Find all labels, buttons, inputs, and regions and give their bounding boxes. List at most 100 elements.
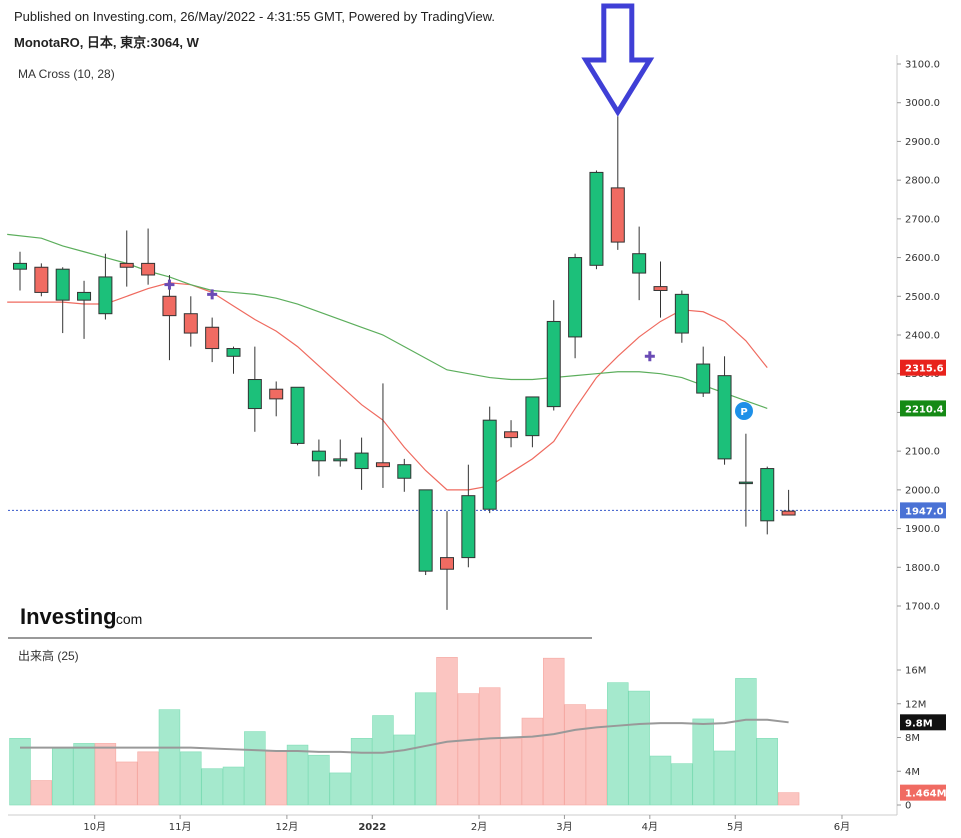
candle-body — [119, 262, 134, 268]
price-tick-label: 2700.0 — [905, 214, 940, 225]
logo-suffix: .com — [112, 611, 142, 627]
volume-bar — [521, 717, 544, 806]
candle — [397, 458, 412, 492]
candle-body — [333, 458, 348, 462]
price-tick-label: 2000.0 — [905, 485, 940, 496]
candle-body — [525, 396, 540, 437]
volume-bar — [158, 709, 181, 806]
candle-body — [589, 171, 604, 266]
volume-bar — [713, 750, 736, 806]
candle-body — [760, 468, 775, 522]
candle — [546, 300, 561, 411]
ma-fast-tag: 2315.6 — [900, 359, 946, 376]
p-marker-icon[interactable]: P — [735, 402, 753, 420]
candle — [34, 263, 49, 297]
candle — [696, 346, 711, 397]
cross-marker-icon — [164, 279, 175, 290]
volume-tick-label: 16M — [905, 666, 926, 677]
volume-tick-label: 12M — [905, 699, 926, 710]
volume-pane — [9, 657, 800, 806]
volume-bar — [137, 751, 159, 806]
candle-body — [397, 464, 412, 479]
volume-bar — [585, 709, 608, 806]
candle-body — [269, 388, 284, 400]
candle — [760, 466, 775, 535]
down-arrow-shape — [581, 3, 655, 117]
volume-bar — [628, 690, 650, 806]
volume-bar — [649, 755, 672, 806]
volume-last-tag-bg — [900, 784, 946, 801]
ma-fast-tag-text: 2315.6 — [905, 364, 944, 375]
candle-body — [717, 375, 732, 460]
candlesticks — [13, 116, 796, 610]
candle-body — [546, 320, 561, 408]
candle — [440, 511, 454, 610]
candle — [504, 420, 519, 448]
candle — [653, 261, 668, 318]
candle — [226, 346, 241, 374]
candle-body — [568, 257, 583, 338]
volume-ma-tag: 9.8M — [900, 714, 946, 731]
last-price-tag-text: 1947.0 — [905, 506, 944, 517]
cross-marker-icon — [644, 351, 655, 362]
volume-bar — [180, 751, 202, 806]
candle — [77, 280, 92, 339]
price-tick-label: 1700.0 — [905, 602, 940, 613]
candle-body — [162, 295, 177, 317]
volume-bar — [436, 657, 458, 806]
time-tick-label: 10月 — [83, 821, 106, 833]
candle — [333, 439, 348, 467]
volume-ma-tag-text: 9.8M — [905, 718, 933, 729]
candle — [55, 267, 70, 334]
time-tick-label: 2月 — [471, 821, 487, 833]
candle-body — [632, 253, 647, 274]
candle-body — [183, 313, 198, 334]
volume-bar — [692, 718, 714, 806]
candle — [205, 317, 220, 363]
volume-bar — [265, 750, 287, 806]
price-tags: 2315.6 2210.4 1947.0 9.8M 1.464M — [900, 359, 947, 801]
candle-body — [738, 481, 753, 485]
candle-body — [226, 348, 241, 357]
time-axis: 10月 11月 12月 2022 2月 3月 4月 5月 6月 — [83, 815, 850, 833]
publish-info: Published on Investing.com, 26/May/2022 … — [14, 9, 496, 24]
volume-bar — [671, 763, 693, 806]
candle-body — [354, 452, 369, 470]
ma-slow-tag: 2210.4 — [900, 400, 946, 417]
candle — [738, 433, 753, 527]
candle-body — [674, 293, 689, 334]
volume-bar — [607, 682, 629, 806]
volume-bar — [478, 687, 501, 806]
last-price-tag: 1947.0 — [900, 502, 946, 519]
ma-cross-label: MA Cross (10, 28) — [18, 67, 115, 81]
candle-body — [205, 326, 220, 350]
volume-bar — [350, 738, 373, 806]
volume-bar — [777, 792, 800, 806]
volume-bar — [244, 731, 266, 806]
ma-slow-tag-bg — [900, 400, 946, 417]
volume-bar — [372, 715, 394, 806]
candle — [461, 464, 476, 568]
candle — [247, 346, 262, 432]
time-tick-label: 3月 — [556, 821, 572, 833]
price-tick-label: 2100.0 — [905, 447, 940, 458]
candle-body — [290, 386, 305, 444]
volume-bar — [222, 766, 245, 806]
volume-bar — [51, 747, 74, 806]
candle — [418, 489, 433, 576]
candle-body — [696, 363, 711, 394]
price-axis: 1700.01800.01900.02000.02100.02200.02300… — [897, 60, 940, 613]
cross-markers — [164, 279, 655, 362]
volume-last-tag-text: 1.464M — [905, 789, 947, 800]
candle-body — [77, 291, 92, 301]
candle — [674, 290, 689, 343]
candle-body — [98, 276, 113, 315]
price-tick-label: 3100.0 — [905, 60, 940, 71]
price-tick-label: 1800.0 — [905, 563, 940, 574]
volume-tick-label: 4M — [905, 767, 920, 778]
candle-body — [311, 450, 326, 462]
candle — [13, 251, 27, 291]
down-arrow-icon — [581, 3, 655, 117]
candle — [525, 396, 540, 448]
